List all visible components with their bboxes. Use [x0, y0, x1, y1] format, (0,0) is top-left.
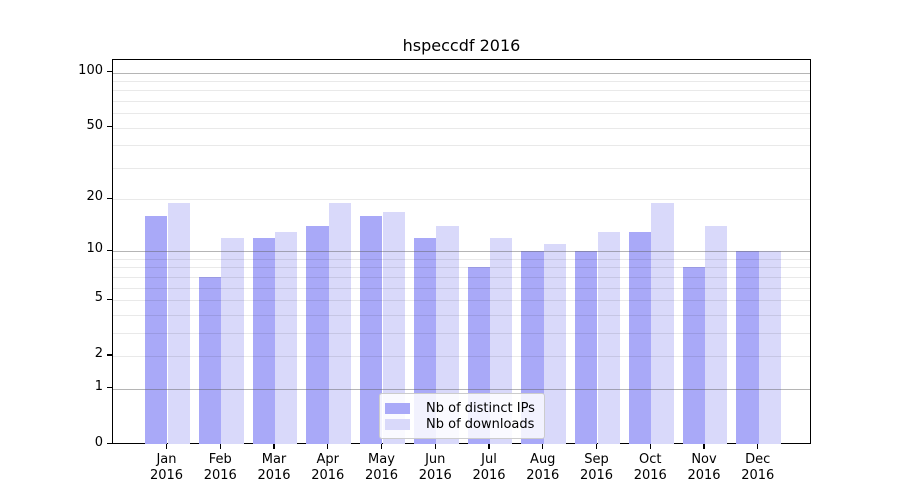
bar-downloads-nov — [705, 226, 728, 445]
gridline-minor-90 — [113, 81, 810, 83]
bar-distinct-ips-nov — [682, 267, 705, 445]
bar-downloads-dec — [758, 251, 782, 445]
bar-downloads-jan — [167, 203, 190, 445]
bar-downloads-oct — [651, 203, 674, 445]
x-tick-may — [380, 444, 383, 449]
x-tick-label-apr: Apr 2016 — [311, 452, 345, 483]
y-tick-label-20: 20 — [86, 189, 103, 205]
x-tick-label-mar: Mar 2016 — [257, 452, 291, 483]
x-tick-label-jan: Jan 2016 — [149, 452, 184, 483]
bar-downloads-jun — [436, 226, 459, 445]
y-tick-label-5: 5 — [94, 290, 103, 306]
legend-item-downloads: Nb of downloads — [385, 416, 535, 432]
gridline-minor-40 — [113, 145, 810, 147]
gridline-minor-5 — [113, 300, 810, 302]
legend: Nb of distinct IPs Nb of downloads — [379, 393, 545, 439]
y-tick-2 — [107, 354, 112, 356]
x-tick-apr — [327, 444, 329, 449]
x-tick-jul — [488, 444, 490, 449]
x-tick-label-oct: Oct 2016 — [633, 452, 667, 483]
legend-label-downloads: Nb of downloads — [426, 416, 535, 432]
x-tick-label-aug: Aug 2016 — [526, 452, 560, 483]
y-tick-label-0: 0 — [94, 434, 103, 450]
bar-distinct-ips-apr — [306, 226, 329, 445]
x-tick-aug — [542, 444, 544, 449]
x-tick-mar — [273, 444, 275, 449]
x-tick-label-nov: Nov 2016 — [687, 452, 721, 483]
bar-downloads-may — [382, 211, 405, 445]
x-tick-label-jun: Jun 2016 — [418, 452, 452, 483]
x-tick-jun — [434, 444, 436, 449]
x-tick-jan — [165, 444, 168, 449]
y-tick-20 — [107, 197, 112, 199]
bar-distinct-ips-dec — [736, 251, 759, 445]
gridline-minor-4 — [113, 314, 810, 316]
gridline-minor-6 — [113, 287, 810, 289]
y-tick-label-100: 100 — [78, 62, 103, 78]
x-tick-feb — [219, 444, 221, 449]
x-tick-label-may: May 2016 — [364, 452, 399, 483]
legend-swatch-downloads — [385, 418, 410, 430]
x-tick-label-feb: Feb 2016 — [203, 452, 237, 483]
x-tick-label-dec: Dec 2016 — [741, 452, 775, 483]
y-tick-label-1: 1 — [94, 378, 103, 394]
gridline-minor-20 — [113, 199, 810, 201]
gridline-minor-70 — [113, 101, 810, 103]
bar-distinct-ips-mar — [252, 237, 275, 445]
legend-item-distinct-ips: Nb of distinct IPs — [385, 400, 535, 416]
gridline-major-1 — [113, 388, 810, 390]
x-tick-nov — [703, 444, 705, 449]
y-tick-1 — [107, 387, 112, 389]
bar-downloads-sep — [597, 231, 620, 445]
bar-distinct-ips-feb — [198, 276, 222, 445]
bar-distinct-ips-jun — [413, 237, 437, 445]
y-tick-label-10: 10 — [86, 241, 103, 257]
y-tick-label-2: 2 — [94, 345, 103, 361]
gridline-minor-30 — [113, 167, 810, 169]
x-tick-sep — [595, 444, 598, 449]
bar-distinct-ips-oct — [628, 231, 652, 445]
gridline-minor-7 — [113, 276, 810, 278]
legend-swatch-distinct-ips — [385, 402, 410, 414]
gridline-minor-8 — [113, 267, 810, 269]
chart-title: hspeccdf 2016 — [402, 36, 521, 55]
gridline-minor-60 — [113, 113, 810, 115]
plot-area: Nb of distinct IPs Nb of downloads — [112, 59, 811, 445]
y-tick-label-50: 50 — [86, 117, 103, 133]
gridline-minor-50 — [113, 127, 810, 129]
legend-label-distinct-ips: Nb of distinct IPs — [426, 400, 535, 416]
bar-downloads-feb — [221, 237, 244, 445]
bar-downloads-jul — [490, 237, 513, 445]
x-tick-label-jul: Jul 2016 — [472, 452, 506, 483]
x-tick-label-sep: Sep 2016 — [579, 452, 614, 483]
gridline-major-10 — [113, 251, 810, 253]
gridline-minor-2 — [113, 355, 810, 357]
gridline-minor-9 — [113, 259, 810, 260]
gridline-major-100 — [113, 72, 810, 74]
gridline-minor-80 — [113, 90, 810, 92]
y-tick-0 — [107, 442, 112, 445]
bar-downloads-apr — [328, 203, 352, 445]
y-tick-5 — [107, 298, 112, 300]
bar-downloads-aug — [543, 244, 567, 445]
bar-distinct-ips-jan — [145, 216, 168, 445]
y-tick-10 — [107, 249, 112, 251]
y-tick-50 — [107, 126, 112, 128]
x-tick-dec — [757, 444, 759, 449]
gridline-minor-3 — [113, 332, 810, 334]
y-tick-100 — [107, 71, 112, 73]
bar-downloads-mar — [275, 231, 298, 445]
bar-distinct-ips-sep — [575, 251, 598, 445]
x-tick-oct — [649, 444, 651, 449]
bar-distinct-ips-may — [360, 216, 383, 445]
